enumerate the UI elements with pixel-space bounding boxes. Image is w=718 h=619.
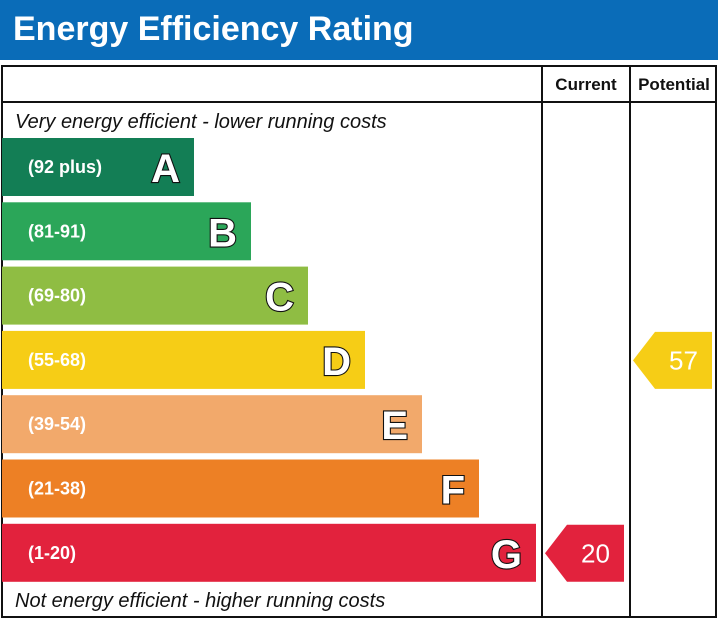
band-f-bar (2, 459, 479, 518)
band-b-range: (81-91) (28, 221, 86, 241)
title-bar: Energy Efficiency Rating (0, 0, 718, 60)
band-g-bar (2, 523, 536, 582)
band-b-letter: B (208, 211, 237, 255)
current-rating-arrow-shape (545, 524, 624, 582)
band-g-range: (1-20) (28, 543, 76, 563)
band-b: (81-91) B (2, 202, 251, 261)
band-f: (21-38) F (2, 459, 479, 518)
current-rating-arrow-value: 20 (581, 538, 610, 568)
band-e: (39-54) E (2, 395, 422, 454)
current-column-header: Current (555, 75, 617, 94)
band-g: (1-20) G (2, 523, 536, 582)
band-d-bar (2, 330, 365, 389)
band-f-letter: F (441, 469, 465, 513)
page-title: Energy Efficiency Rating (13, 10, 414, 48)
band-d-range: (55-68) (28, 350, 86, 370)
band-g-letter: G (491, 533, 522, 577)
band-b-bar (2, 202, 251, 261)
potential-rating-arrow-value: 57 (669, 345, 698, 375)
band-e-range: (39-54) (28, 414, 86, 434)
potential-rating-arrow: 57 (633, 331, 712, 389)
band-c-letter: C (265, 276, 294, 320)
band-c-bar (2, 266, 308, 325)
current-rating-arrow: 20 (545, 524, 624, 582)
band-d: (55-68) D (2, 330, 365, 389)
band-e-letter: E (381, 404, 408, 448)
rating-bands: (92 plus) A (81-91) B (69-80) C (55-68) D (39-54… (2, 138, 536, 582)
band-d-letter: D (322, 340, 351, 384)
band-a-letter: A (151, 147, 180, 191)
band-f-range: (21-38) (28, 479, 86, 499)
potential-column-header: Potential (638, 75, 710, 94)
band-a-bar (2, 138, 194, 196)
band-c: (69-80) C (2, 266, 308, 325)
bottom-note: Not energy efficient - higher running co… (15, 590, 385, 612)
potential-rating-arrow-shape (633, 331, 712, 389)
band-e-bar (2, 395, 422, 454)
band-c-range: (69-80) (28, 286, 86, 306)
band-a: (92 plus) A (2, 138, 194, 196)
top-note: Very energy efficient - lower running co… (15, 111, 387, 133)
band-a-range: (92 plus) (28, 157, 102, 177)
